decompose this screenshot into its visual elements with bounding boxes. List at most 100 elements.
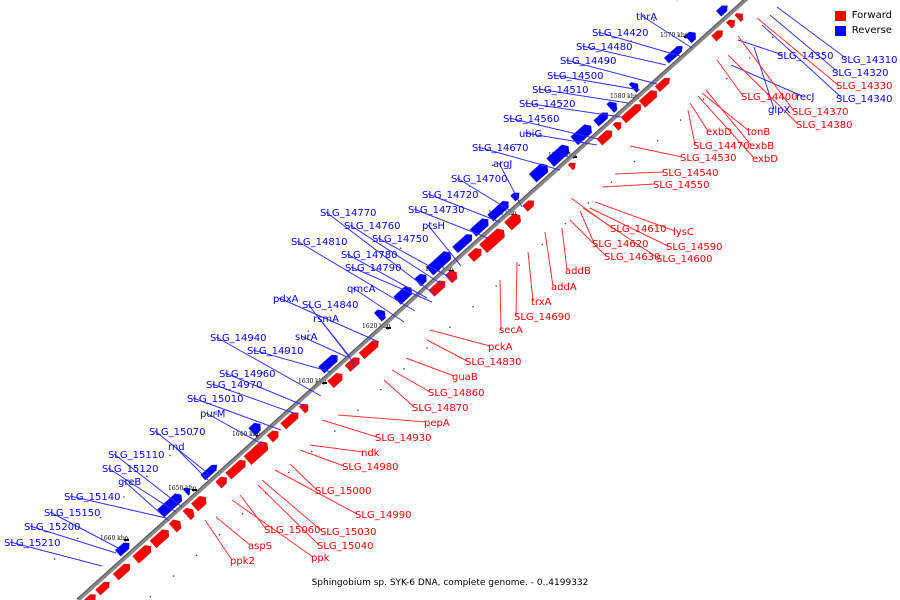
forward-gene[interactable]	[81, 594, 97, 600]
gene-label-slg-14320[interactable]: SLG_14320	[832, 68, 888, 79]
gene-label-slg-14670[interactable]: SLG_14670	[472, 143, 528, 154]
gene-label-ppk2[interactable]: ppk2	[230, 556, 255, 567]
reverse-gene[interactable]	[248, 422, 262, 436]
gene-label-slg-14590[interactable]: SLG_14590	[666, 242, 722, 253]
gene-label-pcka[interactable]: pckA	[488, 342, 513, 353]
gene-label-slg-14470[interactable]: SLG_14470	[693, 141, 749, 152]
gene-label-ptsh[interactable]: ptsH	[422, 221, 445, 232]
gene-label-slg-15010[interactable]: SLG_15010	[187, 394, 243, 405]
gene-label-slg-14700[interactable]: SLG_14700	[451, 174, 507, 185]
reverse-gene[interactable]	[628, 81, 639, 94]
gene-label-lysc[interactable]: lysC	[673, 227, 694, 238]
gene-label-slg-14690[interactable]: SLG_14690	[514, 312, 570, 323]
forward-gene[interactable]	[358, 340, 379, 360]
forward-gene[interactable]	[444, 270, 458, 284]
gene-label-ndk[interactable]: ndk	[361, 448, 380, 459]
reverse-gene[interactable]	[317, 354, 338, 374]
gene-label-slg-14870[interactable]: SLG_14870	[412, 403, 468, 414]
forward-gene[interactable]	[215, 476, 228, 489]
gene-label-slg-14550[interactable]: SLG_14550	[653, 180, 709, 191]
gene-label-slg-14980[interactable]: SLG_14980	[342, 462, 398, 473]
gene-label-slg-14720[interactable]: SLG_14720	[422, 190, 478, 201]
gene-label-slg-15040[interactable]: SLG_15040	[317, 541, 373, 552]
gene-label-slg-14370[interactable]: SLG_14370	[792, 107, 848, 118]
gene-label-slg-14770[interactable]: SLG_14770	[320, 208, 376, 219]
gene-label-adda[interactable]: addA	[551, 282, 577, 293]
gene-label-slg-14500[interactable]: SLG_14500	[547, 71, 603, 82]
forward-gene[interactable]	[132, 544, 152, 564]
gene-label-slg-14620[interactable]: SLG_14620	[592, 239, 648, 250]
gene-label-sura[interactable]: surA	[295, 332, 318, 343]
gene-label-slg-14350[interactable]: SLG_14350	[777, 51, 833, 62]
forward-gene[interactable]	[620, 103, 642, 124]
gene-label-slg-14970[interactable]: SLG_14970	[206, 380, 262, 391]
reverse-gene[interactable]	[593, 112, 609, 127]
gene-label-slg-14510[interactable]: SLG_14510	[532, 85, 588, 96]
reverse-gene[interactable]	[114, 542, 130, 557]
gene-label-slg-14340[interactable]: SLG_14340	[836, 94, 892, 105]
gene-label-slg-14780[interactable]: SLG_14780	[341, 250, 397, 261]
forward-gene[interactable]	[190, 495, 207, 512]
gene-label-slg-14310[interactable]: SLG_14310	[841, 55, 897, 66]
gene-label-seca[interactable]: secA	[499, 325, 523, 336]
forward-gene[interactable]	[182, 507, 195, 521]
forward-gene[interactable]	[734, 12, 744, 23]
forward-gene[interactable]	[94, 581, 110, 596]
gene-label-pdxa[interactable]: pdxA	[273, 294, 299, 305]
forward-gene[interactable]	[266, 430, 279, 443]
gene-label-slg-14380[interactable]: SLG_14380	[796, 120, 852, 131]
forward-gene[interactable]	[522, 200, 535, 212]
reverse-gene[interactable]	[663, 45, 683, 64]
forward-gene[interactable]	[596, 130, 613, 146]
gene-label-argj[interactable]: argJ	[493, 159, 512, 170]
gene-label-ppk[interactable]: ppk	[311, 553, 330, 564]
forward-gene[interactable]	[149, 529, 170, 549]
gene-label-slg-14990[interactable]: SLG_14990	[355, 510, 411, 521]
gene-label-slg-14630[interactable]: SLG_14630	[604, 252, 660, 263]
gene-label-slg-14520[interactable]: SLG_14520	[519, 99, 575, 110]
gene-label-slg-15030[interactable]: SLG_15030	[320, 527, 376, 538]
gene-label-slg-14730[interactable]: SLG_14730	[408, 205, 464, 216]
forward-gene[interactable]	[344, 357, 360, 373]
gene-label-purm[interactable]: purM	[200, 409, 225, 420]
gene-label-exbd[interactable]: exbD	[752, 154, 778, 165]
gene-label-slg-15000[interactable]: SLG_15000	[315, 486, 371, 497]
gene-label-rsma[interactable]: rsmA	[313, 314, 339, 325]
forward-gene[interactable]	[725, 19, 736, 29]
forward-gene[interactable]	[243, 441, 269, 466]
reverse-gene[interactable]	[606, 101, 618, 114]
gene-label-slg-14750[interactable]: SLG_14750	[372, 234, 428, 245]
gene-label-trxa[interactable]: trxA	[531, 297, 552, 308]
gene-label-slg-15120[interactable]: SLG_15120	[102, 464, 158, 475]
reverse-gene[interactable]	[684, 31, 697, 44]
gene-label-slg-14330[interactable]: SLG_14330	[836, 81, 892, 92]
gene-label-greb[interactable]: greB	[118, 477, 141, 488]
gene-label-recj[interactable]: recJ	[796, 92, 815, 103]
gene-label-slg-14530[interactable]: SLG_14530	[680, 153, 736, 164]
reverse-gene[interactable]	[469, 218, 489, 237]
gene-label-qmca[interactable]: qmcA	[347, 284, 376, 295]
gene-label-slg-14560[interactable]: SLG_14560	[503, 114, 559, 125]
gene-label-slg-14790[interactable]: SLG_14790	[345, 263, 401, 274]
gene-label-slg-15200[interactable]: SLG_15200	[24, 522, 80, 533]
gene-label-ubig[interactable]: ubiG	[519, 129, 542, 140]
reverse-gene[interactable]	[156, 493, 183, 518]
forward-gene[interactable]	[327, 372, 343, 389]
reverse-gene[interactable]	[425, 250, 452, 276]
forward-gene[interactable]	[280, 412, 299, 430]
gene-label-exbb[interactable]: exbB	[749, 141, 774, 152]
gene-label-slg-14600[interactable]: SLG_14600	[656, 254, 712, 265]
gene-label-slg-14830[interactable]: SLG_14830	[465, 357, 521, 368]
gene-label-slg-14480[interactable]: SLG_14480	[576, 42, 632, 53]
reverse-gene[interactable]	[373, 309, 386, 322]
gene-label-slg-15060[interactable]: SLG_15060	[264, 525, 320, 536]
gene-label-glpx[interactable]: glpX	[768, 105, 790, 116]
forward-gene[interactable]	[225, 459, 246, 480]
reverse-gene[interactable]	[451, 233, 473, 254]
gene-label-asps[interactable]: aspS	[248, 541, 272, 552]
forward-gene[interactable]	[654, 77, 671, 93]
forward-gene[interactable]	[612, 121, 622, 131]
gene-label-exbd[interactable]: exbD	[706, 127, 732, 138]
gene-label-tonb[interactable]: tonB	[747, 127, 770, 138]
gene-label-slg-15070[interactable]: SLG_15070	[149, 427, 205, 438]
